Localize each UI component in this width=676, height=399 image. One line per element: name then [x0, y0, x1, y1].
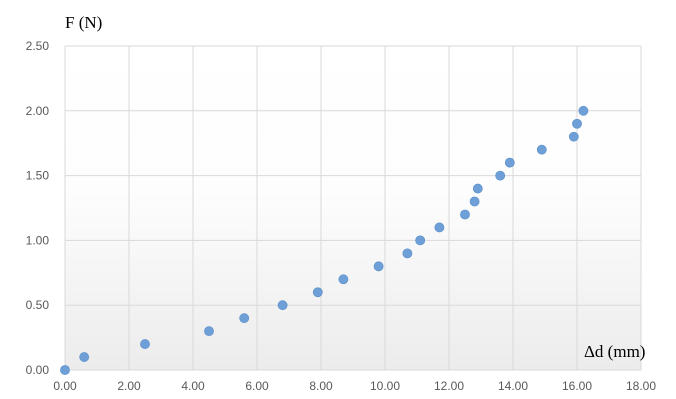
data-point	[373, 261, 384, 272]
data-point	[568, 131, 579, 142]
y-tick-label: 0.00	[26, 363, 50, 377]
data-point	[495, 170, 506, 181]
data-point	[469, 196, 480, 207]
data-point	[338, 274, 349, 285]
y-axis-title: F (N)	[65, 13, 102, 32]
x-tick-label: 2.00	[117, 379, 141, 393]
data-point	[536, 144, 547, 155]
data-points	[60, 105, 589, 375]
data-point	[572, 118, 582, 129]
data-point	[434, 222, 445, 233]
data-point	[79, 352, 90, 362]
data-point	[578, 105, 589, 116]
y-tick-label: 1.00	[26, 233, 50, 247]
plot-area	[65, 46, 641, 370]
x-tick-label: 16.00	[562, 379, 592, 393]
y-tick-label: 2.50	[26, 39, 50, 53]
data-point	[277, 300, 288, 311]
data-point	[402, 248, 413, 259]
x-tick-label: 0.00	[53, 379, 77, 393]
data-point	[239, 313, 250, 324]
gridlines	[64, 45, 642, 371]
data-point	[472, 183, 483, 194]
x-tick-label: 14.00	[498, 379, 528, 393]
data-point	[504, 157, 515, 168]
y-tick-label: 1.50	[26, 169, 50, 183]
y-tick-label: 0.50	[26, 298, 50, 312]
data-point	[460, 209, 470, 220]
data-point	[415, 235, 426, 246]
data-point	[204, 326, 214, 337]
x-tick-label: 8.00	[309, 379, 333, 393]
y-tick-label: 2.00	[26, 104, 50, 118]
x-tick-label: 6.00	[245, 379, 269, 393]
x-tick-label: 12.00	[434, 379, 464, 393]
data-point	[312, 287, 323, 298]
data-point	[60, 365, 70, 375]
x-tick-label: 18.00	[626, 379, 656, 393]
x-tick-label: 10.00	[370, 379, 400, 393]
tick-labels: 0.00 2.00 4.00 6.00 8.00 10.00 12.00 14.00 16.00…	[26, 39, 657, 393]
data-point	[140, 339, 150, 349]
x-tick-label: 4.00	[181, 379, 205, 393]
x-axis-title: Δd (mm)	[584, 342, 645, 361]
